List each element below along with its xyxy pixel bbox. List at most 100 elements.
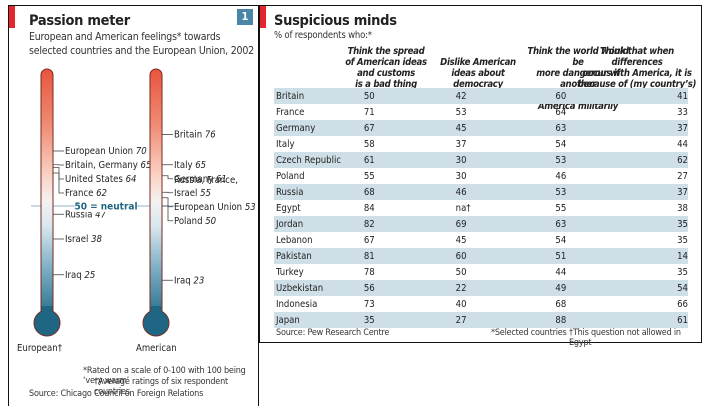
value-cell: 68 bbox=[354, 184, 436, 200]
label-text: Israel 55 bbox=[174, 188, 211, 199]
value-cell: 45 bbox=[436, 120, 536, 136]
table-subtitle: % of respondents who:* bbox=[274, 29, 372, 43]
country-cell: Jordan bbox=[274, 216, 354, 232]
thermometer-tube bbox=[41, 69, 53, 323]
country-cell: Poland bbox=[274, 168, 354, 184]
label-text: Italy 65 bbox=[174, 160, 206, 171]
value-cell: 63 bbox=[535, 120, 655, 136]
value-cell: 33 bbox=[655, 104, 688, 120]
value-cell: 73 bbox=[354, 296, 436, 312]
value-cell: 30 bbox=[436, 168, 536, 184]
value-cell: 35 bbox=[655, 232, 688, 248]
value-cell: 54 bbox=[655, 280, 688, 296]
label-text: United States 64 bbox=[65, 174, 136, 185]
label-text: European Union 53 bbox=[174, 202, 256, 213]
leader-line bbox=[162, 198, 173, 207]
value-cell: 69 bbox=[436, 216, 536, 232]
label-text: Iraq 23 bbox=[174, 275, 204, 286]
value-cell: 51 bbox=[535, 248, 655, 264]
value-cell: 49 bbox=[535, 280, 655, 296]
value-cell: 22 bbox=[436, 280, 536, 296]
value-cell: 27 bbox=[436, 312, 536, 328]
value-cell: 54 bbox=[535, 232, 655, 248]
label-text: Britain 76 bbox=[174, 130, 216, 141]
table-title: Suspicious minds bbox=[274, 13, 397, 29]
country-cell: Japan bbox=[274, 312, 354, 328]
value-cell: 64 bbox=[535, 104, 655, 120]
accent-bar bbox=[9, 6, 15, 28]
country-cell: France bbox=[274, 104, 354, 120]
accent-bar bbox=[260, 6, 266, 28]
label-text: Russia, France, bbox=[174, 175, 238, 186]
value-cell: 14 bbox=[655, 248, 688, 264]
source-note: Source: Pew Research Centre bbox=[276, 328, 389, 338]
value-cell: 30 bbox=[436, 152, 536, 168]
thermometer-name: American bbox=[136, 343, 177, 354]
panel-subtitle-line1: European and American feelings* towards bbox=[29, 30, 220, 44]
value-cell: 84 bbox=[354, 200, 436, 216]
passion-meter-panel: Passion meter European and American feel… bbox=[8, 5, 259, 406]
value-cell: 41 bbox=[655, 88, 688, 104]
value-cell: 71 bbox=[354, 104, 436, 120]
value-cell: 27 bbox=[655, 168, 688, 184]
value-cell: 88 bbox=[535, 312, 655, 328]
neutral-label: 50 = neutral bbox=[74, 202, 137, 213]
value-cell: 37 bbox=[655, 184, 688, 200]
value-cell: 62 bbox=[655, 152, 688, 168]
value-cell: 45 bbox=[436, 232, 536, 248]
value-cell: 54 bbox=[535, 136, 655, 152]
value-cell: 67 bbox=[354, 232, 436, 248]
value-cell: 78 bbox=[354, 264, 436, 280]
value-cell: 60 bbox=[436, 248, 536, 264]
value-cell: na† bbox=[436, 200, 536, 216]
bulb-neck bbox=[151, 306, 162, 314]
leader-line bbox=[162, 176, 173, 179]
country-cell: Uzbekistan bbox=[274, 280, 354, 296]
country-cell: Germany bbox=[274, 120, 354, 136]
value-cell: 55 bbox=[535, 200, 655, 216]
source-note: Source: Chicago Council on Foreign Relat… bbox=[29, 389, 203, 399]
label-text: Iraq 25 bbox=[65, 270, 95, 281]
value-cell: 56 bbox=[354, 280, 436, 296]
label-text: Britain, Germany 65 bbox=[65, 160, 151, 171]
country-cell: Turkey bbox=[274, 264, 354, 280]
value-cell: 37 bbox=[655, 120, 688, 136]
value-cell: 60 bbox=[535, 88, 655, 104]
value-cell: 61 bbox=[655, 312, 688, 328]
country-cell: Pakistan bbox=[274, 248, 354, 264]
value-cell: 35 bbox=[655, 264, 688, 280]
value-cell: 58 bbox=[354, 136, 436, 152]
value-cell: 68 bbox=[535, 296, 655, 312]
chart-number-badge: 1 bbox=[237, 9, 253, 25]
value-cell: 63 bbox=[535, 216, 655, 232]
value-cell: 50 bbox=[436, 264, 536, 280]
value-cell: 67 bbox=[354, 120, 436, 136]
value-cell: 37 bbox=[436, 136, 536, 152]
value-cell: 55 bbox=[354, 168, 436, 184]
suspicious-minds-panel: Suspicious minds % of respondents who:* … bbox=[259, 5, 702, 343]
value-cell: 44 bbox=[655, 136, 688, 152]
value-cell: 35 bbox=[354, 312, 436, 328]
country-cell: Italy bbox=[274, 136, 354, 152]
value-cell: 82 bbox=[354, 216, 436, 232]
leader-line bbox=[53, 173, 64, 193]
value-cell: 66 bbox=[655, 296, 688, 312]
thermometer-name: European† bbox=[17, 343, 63, 354]
panel-title: Passion meter bbox=[29, 13, 130, 29]
country-cell: Britain bbox=[274, 88, 354, 104]
label-text: Poland 50 bbox=[174, 216, 217, 227]
country-cell: Lebanon bbox=[274, 232, 354, 248]
footnote-egypt: †This question not allowed in Egypt bbox=[569, 328, 701, 348]
